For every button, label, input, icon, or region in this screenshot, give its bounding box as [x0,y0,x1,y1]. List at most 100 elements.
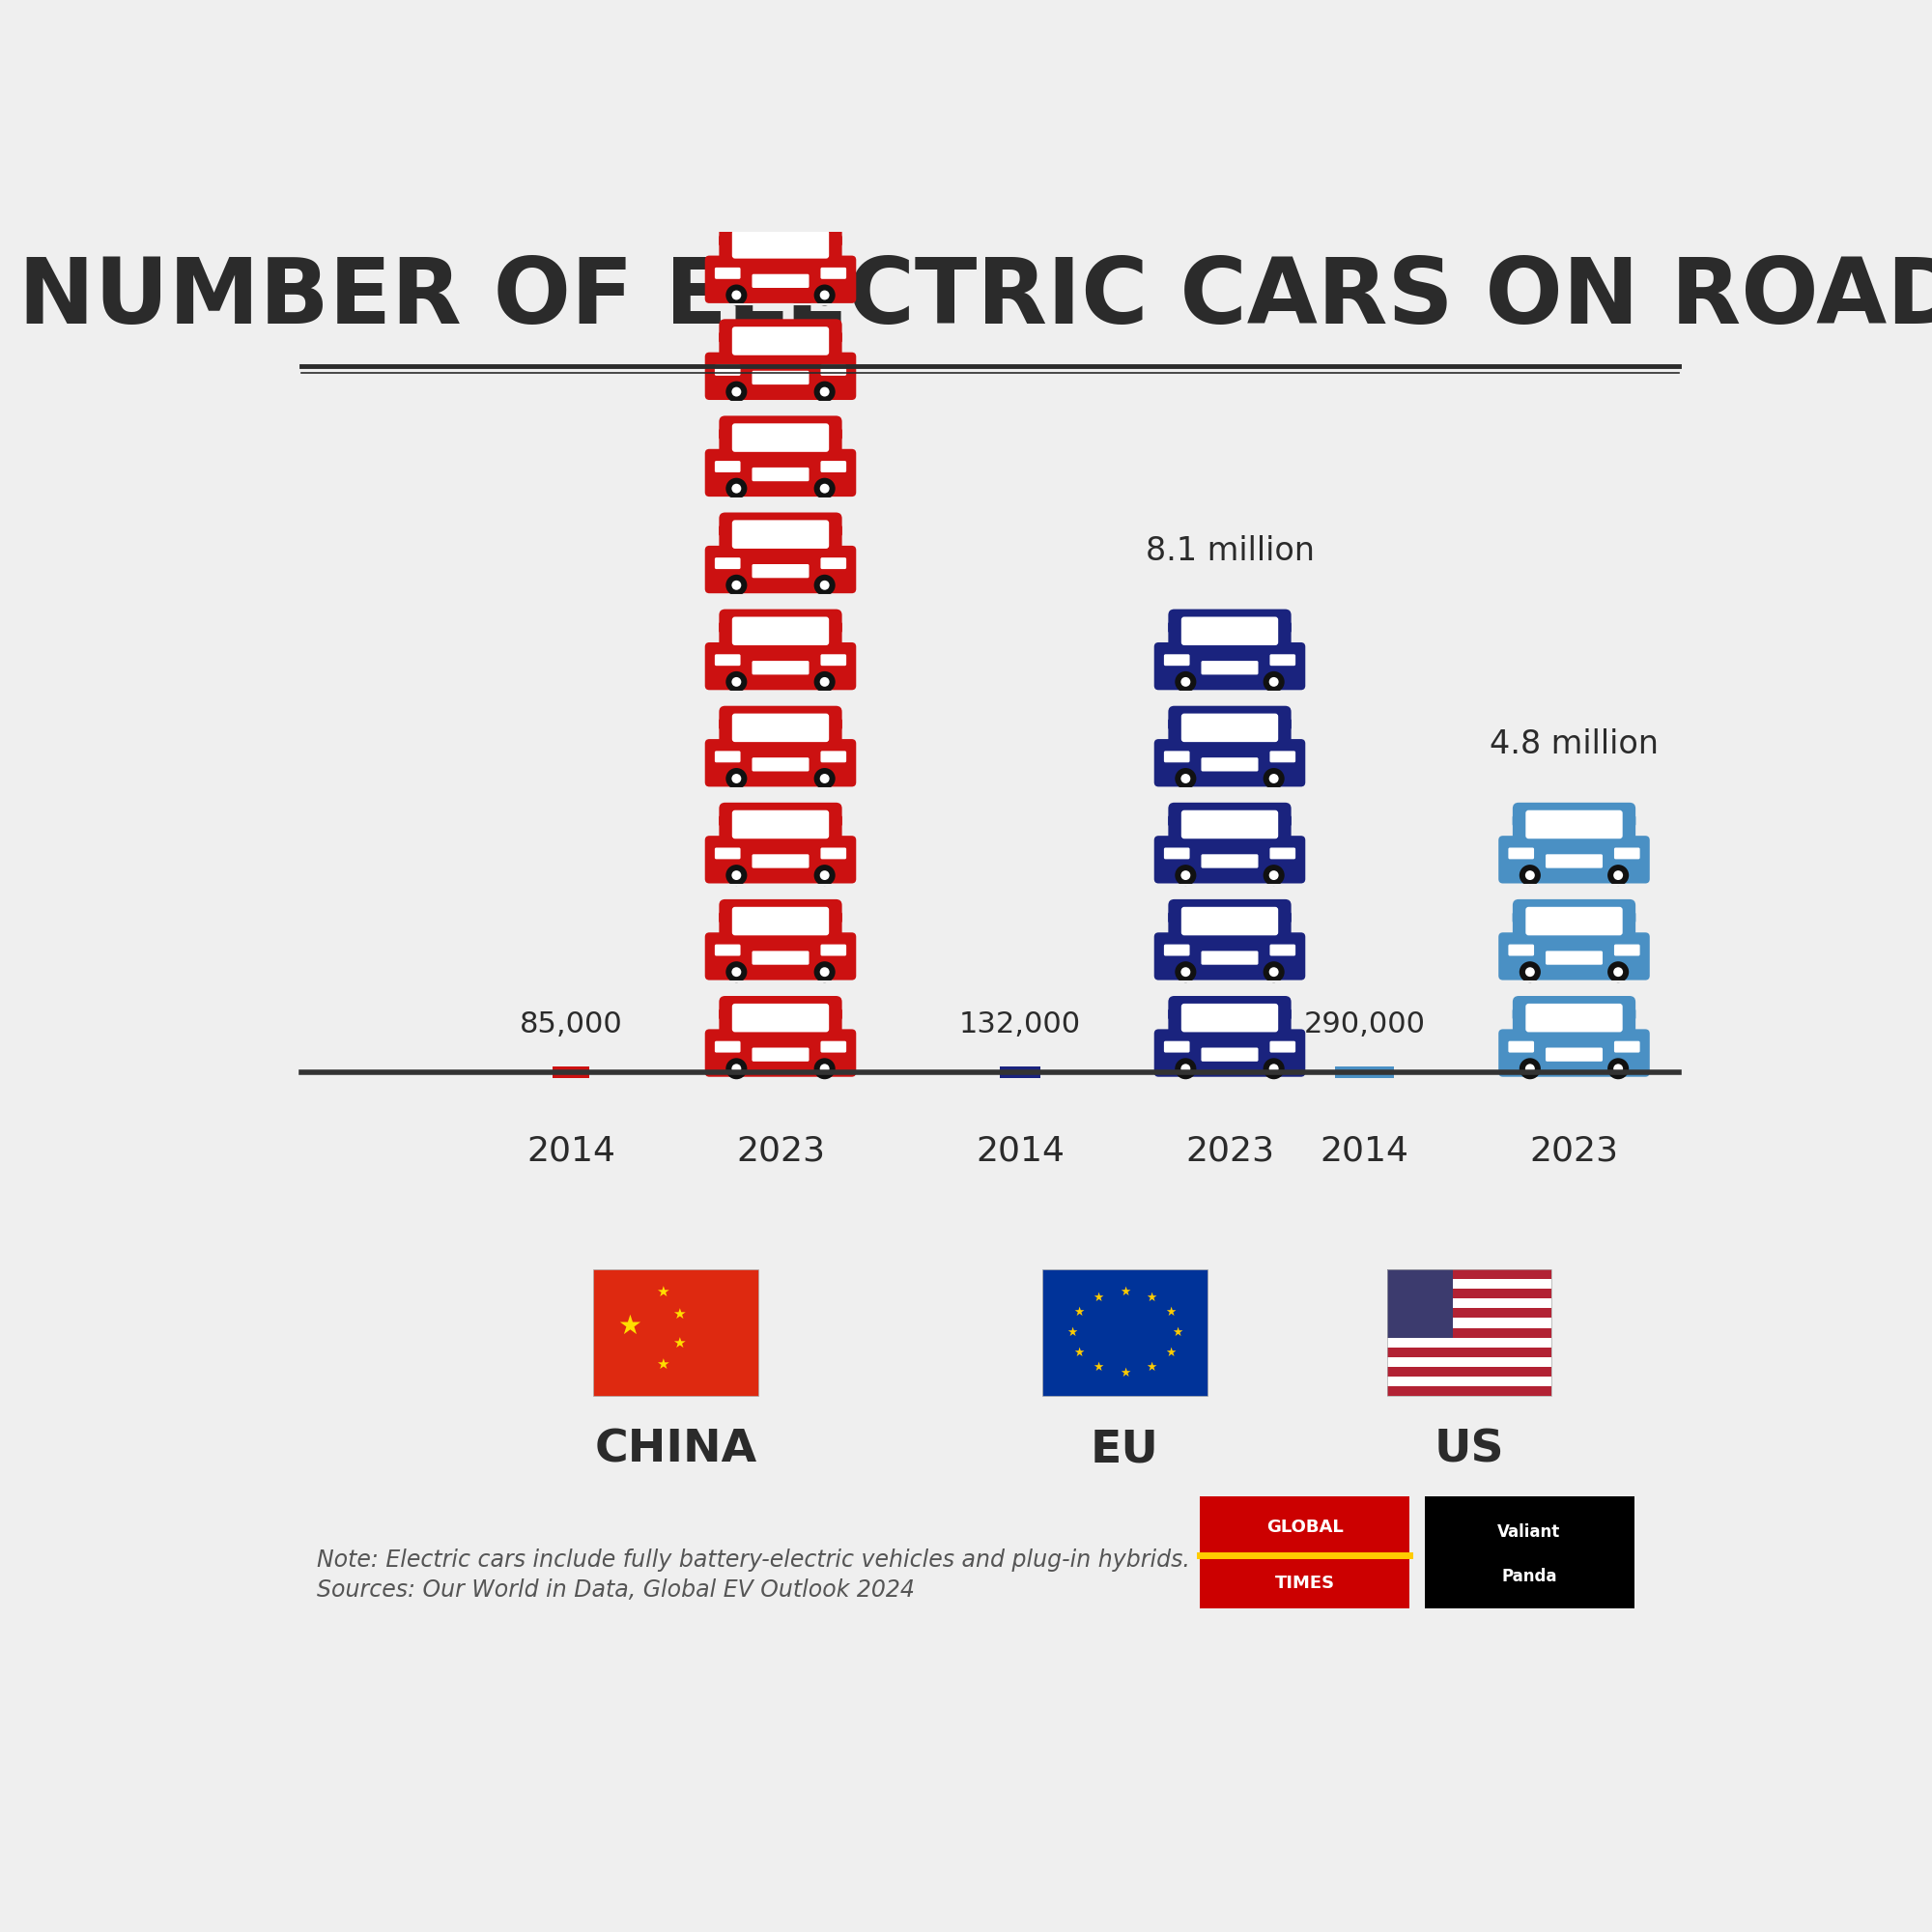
FancyBboxPatch shape [831,815,842,827]
FancyBboxPatch shape [1281,815,1291,827]
Circle shape [1519,866,1540,887]
Bar [1387,1279,1551,1289]
FancyBboxPatch shape [1513,802,1636,848]
Text: 132,000: 132,000 [958,1010,1082,1037]
FancyBboxPatch shape [1526,1003,1623,1032]
Circle shape [819,386,829,396]
FancyBboxPatch shape [732,423,829,452]
Text: CHINA: CHINA [595,1428,757,1472]
Circle shape [1269,871,1279,881]
Circle shape [1607,866,1629,887]
FancyBboxPatch shape [831,1009,842,1020]
FancyBboxPatch shape [1499,837,1650,883]
FancyBboxPatch shape [732,37,829,66]
Circle shape [726,477,748,498]
FancyBboxPatch shape [719,719,730,728]
Circle shape [1524,871,1534,881]
Text: 2023: 2023 [1530,1134,1619,1167]
FancyBboxPatch shape [719,912,730,923]
Circle shape [1519,962,1540,983]
FancyBboxPatch shape [1153,740,1306,786]
FancyBboxPatch shape [1613,1041,1640,1053]
Circle shape [1613,968,1623,978]
Circle shape [732,1065,742,1074]
Text: 2023: 2023 [1186,1134,1275,1167]
FancyBboxPatch shape [719,997,842,1041]
FancyBboxPatch shape [1180,713,1279,742]
Bar [1387,1337,1551,1347]
Circle shape [1269,968,1279,978]
FancyBboxPatch shape [705,352,856,400]
FancyBboxPatch shape [1169,609,1291,655]
Bar [553,1066,589,1078]
FancyBboxPatch shape [1153,641,1306,690]
FancyBboxPatch shape [705,1030,856,1076]
Circle shape [813,91,835,112]
Circle shape [1175,1059,1196,1080]
Text: 2014: 2014 [976,1134,1065,1167]
Text: US: US [1434,1428,1505,1472]
Circle shape [1175,769,1196,788]
FancyBboxPatch shape [831,429,842,439]
FancyBboxPatch shape [1269,655,1296,667]
Text: ★: ★ [672,1335,686,1350]
FancyBboxPatch shape [715,73,740,85]
FancyBboxPatch shape [1169,898,1291,945]
FancyBboxPatch shape [752,854,810,867]
Bar [1387,1366,1551,1376]
FancyBboxPatch shape [1202,661,1258,674]
FancyBboxPatch shape [1180,906,1279,935]
Circle shape [732,775,742,782]
Text: 2014: 2014 [526,1134,614,1167]
Circle shape [1607,962,1629,983]
FancyBboxPatch shape [719,319,842,363]
FancyBboxPatch shape [715,363,740,375]
FancyBboxPatch shape [821,73,846,85]
FancyBboxPatch shape [1513,912,1522,923]
FancyBboxPatch shape [719,429,730,439]
Circle shape [819,483,829,493]
FancyBboxPatch shape [1526,810,1623,838]
Circle shape [819,676,829,686]
FancyBboxPatch shape [732,906,829,935]
Circle shape [819,968,829,978]
Circle shape [732,968,742,978]
Circle shape [813,962,835,983]
Circle shape [813,1059,835,1080]
FancyBboxPatch shape [1163,848,1190,860]
Text: ★: ★ [1074,1347,1084,1360]
Bar [1424,1495,1634,1607]
Circle shape [732,676,742,686]
Text: 85,000: 85,000 [520,1010,622,1037]
FancyBboxPatch shape [752,371,810,384]
Circle shape [1180,676,1190,686]
Circle shape [726,574,748,595]
Bar [1387,1289,1551,1298]
Circle shape [1519,1059,1540,1080]
Circle shape [726,866,748,887]
Circle shape [726,381,748,402]
Text: ★: ★ [1146,1291,1157,1304]
Text: 2014: 2014 [1320,1134,1408,1167]
Circle shape [732,871,742,881]
Text: ★: ★ [1094,1291,1103,1304]
FancyBboxPatch shape [831,43,842,52]
FancyBboxPatch shape [1499,1030,1650,1076]
Text: TIMES: TIMES [1275,1575,1335,1592]
FancyBboxPatch shape [1269,848,1296,860]
FancyBboxPatch shape [821,945,846,956]
Circle shape [1613,871,1623,881]
Bar [1200,1495,1410,1607]
FancyBboxPatch shape [1163,945,1190,956]
FancyBboxPatch shape [752,757,810,771]
Circle shape [1180,775,1190,782]
FancyBboxPatch shape [719,898,842,945]
Circle shape [1524,968,1534,978]
FancyBboxPatch shape [1613,945,1640,956]
FancyBboxPatch shape [1202,951,1258,964]
FancyBboxPatch shape [1153,933,1306,980]
FancyBboxPatch shape [831,719,842,728]
Text: ★: ★ [618,1314,641,1341]
Circle shape [732,97,742,106]
FancyBboxPatch shape [821,558,846,570]
